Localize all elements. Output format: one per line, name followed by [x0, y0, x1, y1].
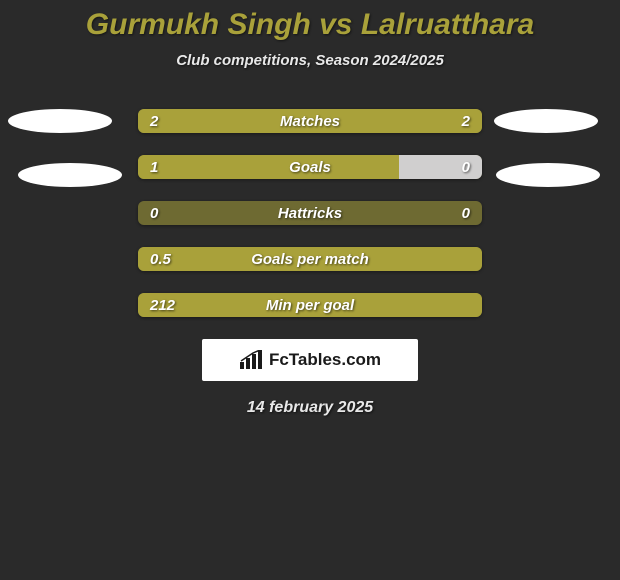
stat-label: Matches: [138, 109, 482, 133]
player-ellipse: [18, 163, 122, 187]
stat-row: 00Hattricks: [138, 201, 482, 225]
stats-area: 22Matches 10Goals 00Hattricks 0.5Goals per …: [0, 109, 620, 317]
date-text: 14 february 2025: [0, 399, 620, 417]
page-title: Gurmukh Singh vs Lalruatthara: [0, 0, 620, 42]
subtitle: Club competitions, Season 2024/2025: [0, 52, 620, 69]
stat-label: Hattricks: [138, 201, 482, 225]
logo-text: FcTables.com: [269, 350, 381, 370]
stat-label: Goals per match: [138, 247, 482, 271]
logo-box: FcTables.com: [202, 339, 418, 381]
stat-row: 0.5Goals per match: [138, 247, 482, 271]
player-ellipse: [494, 109, 598, 133]
stat-label: Goals: [138, 155, 482, 179]
player-ellipse: [8, 109, 112, 133]
stat-row: 22Matches: [138, 109, 482, 133]
player-ellipse: [496, 163, 600, 187]
bar-chart-icon: [239, 350, 263, 370]
stat-row: 212Min per goal: [138, 293, 482, 317]
stat-label: Min per goal: [138, 293, 482, 317]
stat-row: 10Goals: [138, 155, 482, 179]
